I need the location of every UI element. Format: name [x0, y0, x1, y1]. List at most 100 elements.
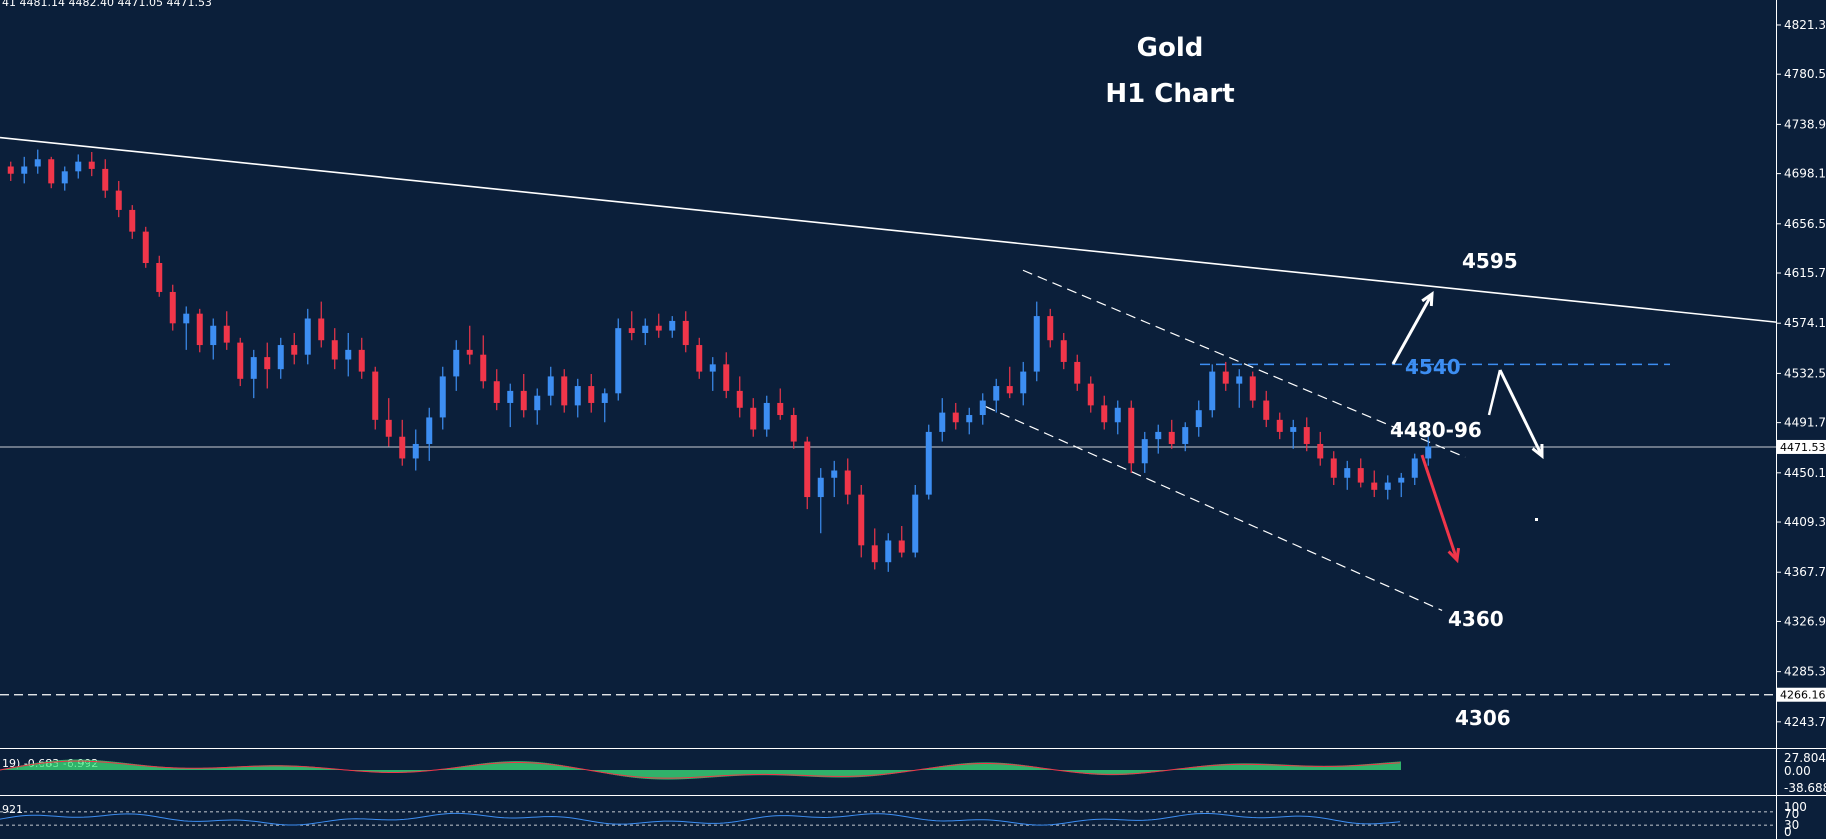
candle: [1033, 301, 1040, 382]
candle-body: [1047, 316, 1054, 341]
candle-body: [61, 171, 68, 184]
candle-body: [129, 209, 136, 232]
candle-body: [75, 161, 82, 172]
level-label-4540: 4540: [1405, 355, 1461, 379]
candle: [831, 460, 838, 498]
candle-body: [520, 390, 527, 411]
candle-body: [480, 354, 487, 382]
oscillator-scale-label: 27.804: [1784, 751, 1826, 765]
candle: [615, 318, 622, 401]
candle-body: [993, 386, 1000, 401]
candle: [1263, 390, 1270, 428]
candle-body: [102, 168, 109, 191]
candle-body: [21, 166, 28, 174]
candle: [1074, 354, 1081, 391]
candle: [601, 388, 608, 423]
candle: [1047, 308, 1054, 348]
price-tick-label: 4532.50: [1784, 366, 1826, 380]
candle: [331, 328, 338, 370]
candle: [277, 337, 284, 379]
arrow-up-to-4595-shaft: [1391, 293, 1434, 365]
candle-body: [1195, 410, 1202, 428]
candle-body: [507, 390, 514, 403]
candle-body: [237, 342, 244, 379]
candle-body: [34, 159, 41, 167]
candle: [1155, 424, 1162, 454]
candle: [466, 325, 473, 365]
candle-body: [777, 402, 784, 416]
candle: [1290, 419, 1297, 449]
candle-body: [88, 161, 95, 169]
candle: [1087, 376, 1094, 413]
candle: [669, 316, 676, 338]
candle-body: [682, 320, 689, 346]
candle: [1006, 366, 1013, 399]
candle: [237, 337, 244, 387]
level-labels: 4595 4540 4480-96 4360 4306: [1390, 249, 1518, 730]
candle: [48, 156, 55, 189]
arrow-white-drop: [1498, 369, 1544, 460]
candle: [804, 436, 811, 510]
candle-body: [250, 357, 257, 379]
level-label-4595: 4595: [1462, 249, 1518, 273]
candle-body: [912, 494, 919, 553]
price-tick-label: 4243.70: [1784, 715, 1826, 729]
candle: [966, 407, 973, 435]
candle: [21, 156, 28, 184]
candle-body: [1209, 371, 1216, 411]
candle-body: [1128, 407, 1135, 464]
support-price-label: 4266.16: [1780, 689, 1826, 702]
candle: [993, 378, 1000, 413]
candle: [1020, 361, 1027, 406]
candle: [1060, 332, 1067, 370]
candle-body: [763, 402, 770, 430]
candle: [1101, 395, 1108, 430]
long-term-trendline: [0, 136, 1777, 323]
candle: [61, 166, 68, 191]
level-label-4480-96: 4480-96: [1390, 418, 1482, 442]
price-tick-label: 4821.30: [1784, 18, 1826, 32]
price-axis: 4821.30 4780.50 4738.90 4698.10 4656.50 4615.…: [1776, 18, 1826, 729]
rsi-header: 921: [2, 803, 23, 816]
stray-dot: [1535, 518, 1538, 521]
candle: [75, 154, 82, 179]
candle: [1344, 460, 1351, 490]
candle: [1411, 453, 1418, 485]
price-tick-label: 4780.50: [1784, 67, 1826, 81]
candle-body: [1249, 376, 1256, 401]
chart-title-line1: Gold: [1137, 33, 1204, 63]
rsi-scale-label: 100: [1784, 800, 1807, 814]
candle-body: [628, 328, 635, 333]
arrow-white-drop-head: [1531, 443, 1544, 460]
candle-body: [412, 443, 419, 459]
candle: [345, 332, 352, 377]
candle: [223, 311, 230, 350]
candle-body: [534, 395, 541, 411]
candle-body: [979, 400, 986, 416]
price-tick-label: 4326.90: [1784, 614, 1826, 628]
candle: [264, 342, 271, 389]
candle-body: [1182, 427, 1189, 444]
candle-body: [264, 357, 271, 370]
candle-body: [588, 386, 595, 403]
candle: [1276, 412, 1283, 440]
candle: [628, 311, 635, 341]
candle: [480, 335, 487, 389]
candle: [426, 407, 433, 461]
candle: [925, 424, 932, 500]
candle-body: [547, 376, 554, 396]
candle-body: [1101, 405, 1108, 423]
candle-body: [574, 386, 581, 406]
candle: [493, 369, 500, 411]
candle-body: [1263, 400, 1270, 420]
level-label-4360: 4360: [1448, 607, 1504, 631]
candle-body: [358, 349, 365, 372]
candle: [507, 383, 514, 428]
candle: [304, 308, 311, 365]
arrow-down-to-4360-shaft: [1420, 454, 1459, 561]
arrow-down-to-4360: [1420, 454, 1461, 564]
candle: [372, 366, 379, 430]
candle-body: [831, 470, 838, 478]
candle-body: [1141, 439, 1148, 464]
